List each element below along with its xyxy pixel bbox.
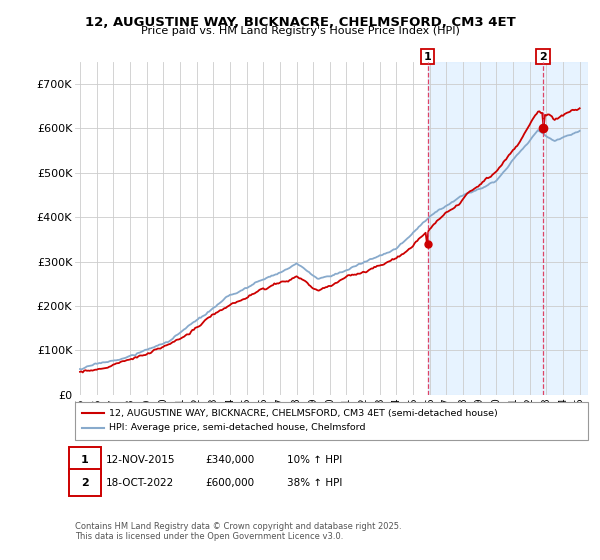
Text: Price paid vs. HM Land Registry's House Price Index (HPI): Price paid vs. HM Land Registry's House … — [140, 26, 460, 36]
Bar — [428, 62, 588, 395]
Text: HPI: Average price, semi-detached house, Chelmsford: HPI: Average price, semi-detached house,… — [109, 423, 365, 432]
Text: 38% ↑ HPI: 38% ↑ HPI — [287, 478, 342, 488]
Text: 12-NOV-2015: 12-NOV-2015 — [106, 455, 175, 465]
Text: £600,000: £600,000 — [206, 478, 255, 488]
Text: 12, AUGUSTINE WAY, BICKNACRE, CHELMSFORD, CM3 4ET (semi-detached house): 12, AUGUSTINE WAY, BICKNACRE, CHELMSFORD… — [109, 409, 497, 418]
Text: 10% ↑ HPI: 10% ↑ HPI — [287, 455, 342, 465]
Text: 2: 2 — [539, 52, 547, 62]
Text: 12, AUGUSTINE WAY, BICKNACRE, CHELMSFORD, CM3 4ET: 12, AUGUSTINE WAY, BICKNACRE, CHELMSFORD… — [85, 16, 515, 29]
Text: Contains HM Land Registry data © Crown copyright and database right 2025.
This d: Contains HM Land Registry data © Crown c… — [75, 522, 401, 542]
Text: 1: 1 — [424, 52, 431, 62]
Text: 2: 2 — [81, 478, 89, 488]
Text: £340,000: £340,000 — [206, 455, 255, 465]
Text: 1: 1 — [81, 455, 89, 465]
Text: 18-OCT-2022: 18-OCT-2022 — [106, 478, 174, 488]
